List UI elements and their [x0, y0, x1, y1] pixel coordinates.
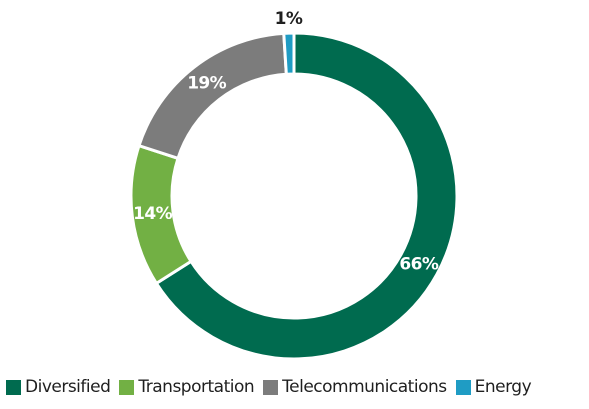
- slice-diversified: [154, 31, 459, 361]
- legend-item-telecommunications: Telecommunications: [263, 377, 447, 397]
- legend-label-telecommunications: Telecommunications: [282, 377, 447, 397]
- legend-swatch-transportation: [119, 379, 135, 395]
- data-label-diversified: 66%: [399, 255, 438, 275]
- donut-plot: 66% 14% 19% 1%: [129, 9, 459, 361]
- legend-swatch-diversified: [6, 379, 21, 395]
- data-label-transportation: 14%: [133, 204, 172, 224]
- slices-layer: [129, 31, 459, 361]
- legend-item-energy: Energy: [455, 377, 532, 397]
- data-labels-layer: 66% 14% 19% 1%: [133, 9, 439, 275]
- slice-telecommunications: [137, 31, 288, 161]
- legend-label-diversified: Diversified: [25, 377, 111, 397]
- legend-item-transportation: Transportation: [119, 377, 255, 397]
- legend-swatch-energy: [455, 379, 471, 395]
- legend: Diversified Transportation Telecommunica…: [0, 374, 589, 400]
- legend-label-transportation: Transportation: [138, 377, 255, 397]
- data-label-energy: 1%: [275, 9, 303, 29]
- legend-swatch-telecommunications: [263, 379, 279, 395]
- legend-label-energy: Energy: [474, 377, 532, 397]
- legend-item-diversified: Diversified: [6, 377, 111, 397]
- slice-energy: [282, 31, 296, 76]
- data-label-telecommunications: 19%: [187, 73, 226, 93]
